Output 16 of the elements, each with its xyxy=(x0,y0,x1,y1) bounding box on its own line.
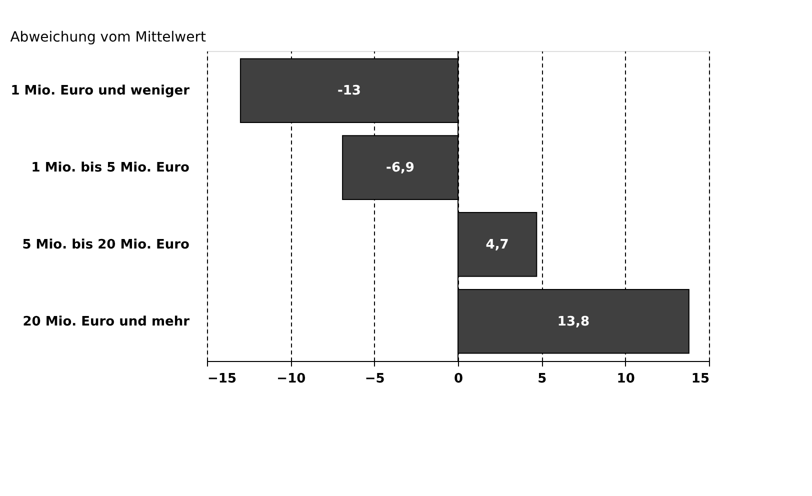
x-tick-label: −15 xyxy=(208,372,236,386)
x-tick-label: 10 xyxy=(616,372,635,386)
data-label: -6,9 xyxy=(386,160,414,176)
x-tick-label: 0 xyxy=(454,372,464,386)
x-tick-label: −10 xyxy=(276,372,306,386)
data-label: 4,7 xyxy=(486,237,509,252)
chart-title: Abweichung vom Mittelwert xyxy=(10,30,207,46)
x-tick-label: −5 xyxy=(364,372,385,386)
x-tick-label: 5 xyxy=(538,372,547,386)
y-tick-label: 5 Mio. bis 20 Mio. Euro xyxy=(22,237,190,252)
y-tick-label: 20 Mio. Euro und mehr xyxy=(22,314,190,330)
data-label: -13 xyxy=(337,84,361,99)
y-tick-label: 1 Mio. Euro und weniger xyxy=(10,84,190,99)
x-tick-label: 15 xyxy=(691,372,710,386)
y-tick-label: 1 Mio. bis 5 Mio. Euro xyxy=(31,160,190,176)
data-label: 13,8 xyxy=(557,314,590,330)
